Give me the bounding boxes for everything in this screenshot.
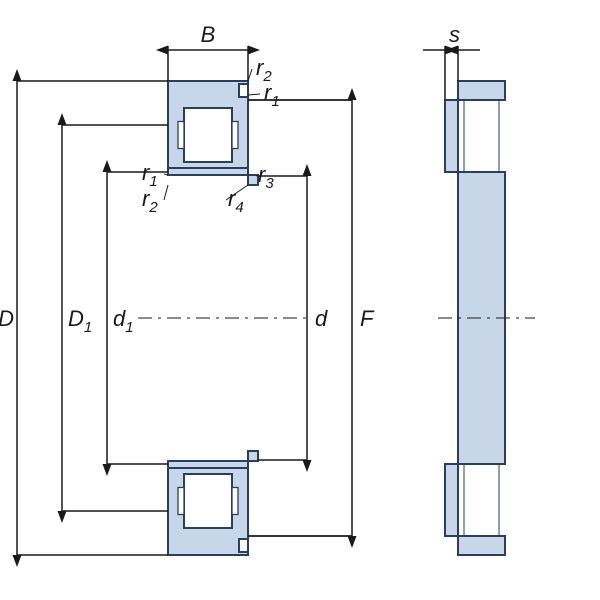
label-r4: r4: [228, 186, 244, 216]
outer-lip: [239, 84, 248, 97]
label-F: F: [360, 306, 375, 331]
inner-ring-notch: [248, 451, 258, 461]
side-section: [458, 536, 505, 555]
outer-lip: [239, 539, 248, 552]
roller: [184, 108, 232, 162]
label-s: s: [449, 22, 460, 47]
label-d1: d1: [113, 306, 134, 336]
label-D1: D1: [68, 306, 92, 336]
leader: [248, 94, 260, 95]
inner-ring-notch: [248, 175, 258, 185]
label-d: d: [315, 306, 328, 331]
side-flange: [445, 100, 458, 172]
cage-tab: [178, 122, 184, 149]
cage-tab: [232, 122, 238, 149]
cage-tab: [232, 488, 238, 515]
label-B: B: [201, 22, 216, 47]
leader: [164, 185, 168, 200]
side-section: [458, 81, 505, 100]
label-r3: r3: [258, 162, 274, 192]
label-r2: r2: [142, 186, 158, 216]
side-flange: [445, 464, 458, 536]
roller: [184, 474, 232, 528]
label-r1: r1: [264, 80, 280, 110]
cage-tab: [178, 488, 184, 515]
label-D: D: [0, 306, 14, 331]
